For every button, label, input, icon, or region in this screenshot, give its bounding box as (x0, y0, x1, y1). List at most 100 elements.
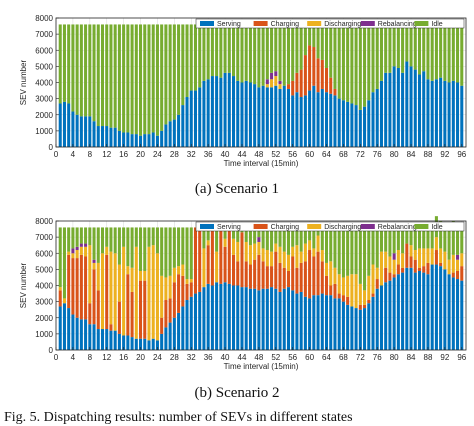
bar-charging (303, 55, 307, 96)
bar-idle (227, 24, 231, 73)
bar-rebalancing (392, 253, 396, 260)
bar-serving (96, 126, 100, 147)
bar-idle (122, 227, 126, 247)
y-tick-label: 8000 (35, 14, 53, 23)
bar-idle (185, 24, 189, 98)
legend-label-charging: Charging (271, 21, 300, 28)
bar-idle (67, 24, 71, 104)
bar-serving (274, 85, 278, 147)
bar-idle (126, 24, 130, 133)
bar-discharging (401, 253, 405, 268)
bar-serving (312, 295, 316, 350)
bar-rebalancing (75, 246, 79, 251)
bar-idle (147, 24, 151, 135)
bar-serving (303, 95, 307, 147)
bar-serving (122, 335, 126, 350)
y-tick-label: 4000 (35, 282, 53, 291)
y-tick-label: 5000 (35, 265, 53, 274)
bar-discharging (223, 238, 227, 247)
legend-label-rebalancing: Rebalancing (378, 21, 417, 28)
bar-charging (324, 275, 329, 296)
bar-discharging (265, 84, 269, 88)
bar-discharging (202, 248, 206, 288)
bar-discharging (105, 246, 109, 255)
bar-idle (363, 227, 367, 291)
bar-idle (443, 24, 447, 81)
bar-serving (172, 119, 176, 147)
bar-idle (396, 227, 400, 251)
x-tick-label: 4 (71, 150, 76, 159)
x-tick-label: 60 (305, 150, 314, 159)
bar-serving (291, 95, 295, 147)
bar-serving (443, 269, 447, 350)
bar-serving (443, 80, 447, 147)
bar-discharging (274, 76, 278, 86)
bar-serving (67, 103, 71, 147)
bar-charging (405, 243, 409, 268)
bar-idle (371, 24, 375, 93)
x-tick-label: 72 (356, 353, 365, 362)
bar-serving (346, 101, 350, 147)
bar-serving (384, 72, 388, 147)
bar-serving (130, 337, 134, 350)
bar-serving (62, 101, 66, 147)
bar-charging (126, 274, 130, 336)
bar-charging (84, 256, 88, 320)
x-tick-label: 20 (136, 353, 145, 362)
bar-idle (291, 24, 295, 81)
bar-charging (143, 280, 147, 339)
bar-idle (139, 227, 143, 271)
bar-serving (282, 85, 286, 147)
bar-rebalancing (274, 71, 278, 77)
bar-serving (346, 304, 350, 350)
bar-serving (291, 290, 295, 350)
bar-serving (299, 97, 303, 147)
bar-serving (409, 267, 413, 350)
bar-serving (265, 288, 269, 350)
bar-serving (177, 114, 181, 147)
bar-idle (303, 24, 307, 56)
bar-idle (278, 227, 282, 247)
legend-label-idle: Idle (431, 224, 442, 231)
legend: Serving Charging Discharging Rebalancing Idl… (195, 221, 465, 232)
bar-serving (88, 324, 92, 350)
bar-charging (312, 47, 316, 86)
bar-idle (92, 227, 96, 260)
bar-discharging (164, 277, 168, 301)
bar-charging (248, 264, 252, 289)
bar-charging (139, 280, 143, 339)
bar-charging (363, 304, 367, 309)
bar-idle (329, 24, 333, 78)
bar-charging (316, 58, 320, 93)
bar-discharging (434, 237, 438, 251)
bar-charging (71, 258, 75, 315)
x-tick-label: 8 (88, 353, 93, 362)
bar-charging (312, 256, 316, 296)
x-tick-label: 4 (71, 353, 76, 362)
bar-charging (253, 259, 257, 289)
bar-charging (299, 262, 303, 292)
bar-idle (71, 227, 75, 249)
bar-serving (223, 72, 227, 147)
bar-discharging (88, 245, 92, 304)
bar-idle (413, 24, 417, 70)
bar-idle (384, 24, 388, 73)
y-axis-label: SEV number (19, 59, 28, 105)
bar-idle (396, 24, 400, 68)
bar-serving (324, 92, 329, 147)
bar-serving (253, 84, 257, 147)
bar-idle (312, 227, 316, 249)
bar-serving (164, 327, 168, 350)
bar-serving (371, 296, 375, 350)
bar-serving (308, 90, 312, 147)
bar-idle (215, 227, 219, 252)
bar-idle (286, 227, 290, 255)
bar-idle (451, 221, 455, 255)
bar-charging (109, 324, 113, 331)
bar-discharging (130, 267, 134, 292)
bar-discharging (181, 264, 185, 276)
bar-serving (215, 76, 219, 147)
bar-serving (295, 293, 299, 350)
x-tick-label: 76 (373, 353, 382, 362)
